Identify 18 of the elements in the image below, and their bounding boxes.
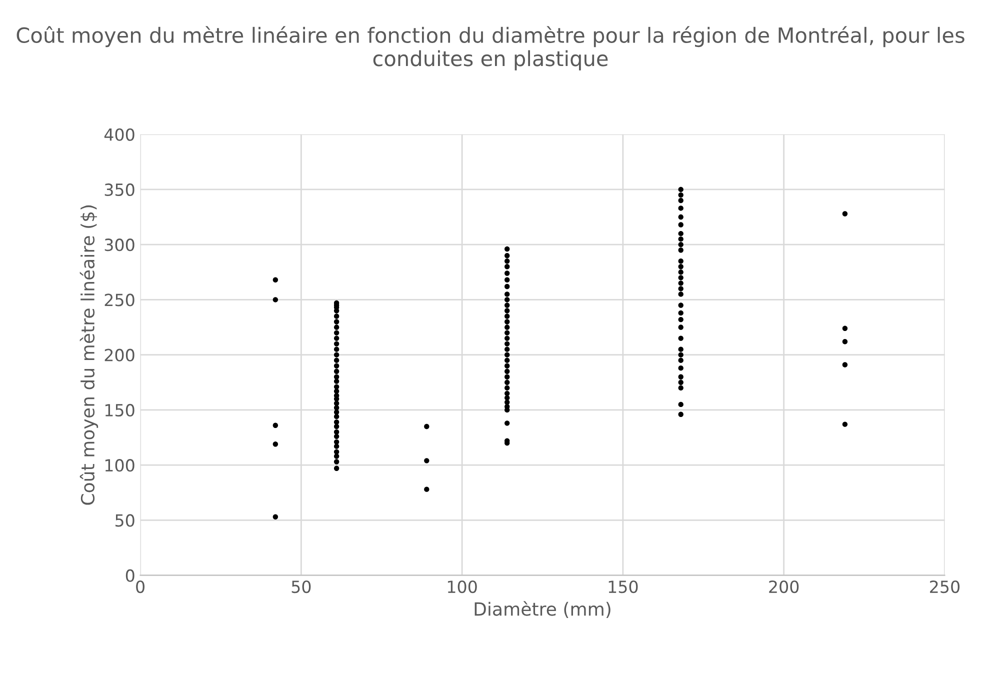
x-tick-label: 150 — [608, 580, 638, 594]
x-tick-label: 0 — [136, 580, 144, 594]
x-tick-label: 250 — [930, 580, 960, 594]
y-tick-label: 300 — [104, 238, 134, 252]
y-tick-label: 350 — [104, 183, 134, 196]
x-axis-title: Diamètre (mm) — [474, 601, 610, 618]
x-tick-label: 100 — [448, 580, 477, 594]
y-tick-label: 50 — [116, 514, 134, 527]
y-tick-label: 100 — [105, 459, 134, 472]
y-tick-label: 400 — [104, 128, 134, 141]
y-tick-label: 150 — [105, 404, 134, 417]
x-tick-label: 200 — [769, 580, 799, 594]
y-tick-label: 200 — [104, 348, 134, 362]
y-tick-label: 0 — [126, 569, 134, 582]
y-tick-label: 250 — [104, 294, 134, 306]
y-axis-title: Coût moyen du mètre linéaire ($) — [80, 205, 98, 505]
chart-title: Coût moyen du mètre linéaire en fonction du diamètre pour la région de Montréal, pour les conduites en plastique — [16, 26, 964, 70]
x-tick-label: 50 — [292, 580, 311, 594]
